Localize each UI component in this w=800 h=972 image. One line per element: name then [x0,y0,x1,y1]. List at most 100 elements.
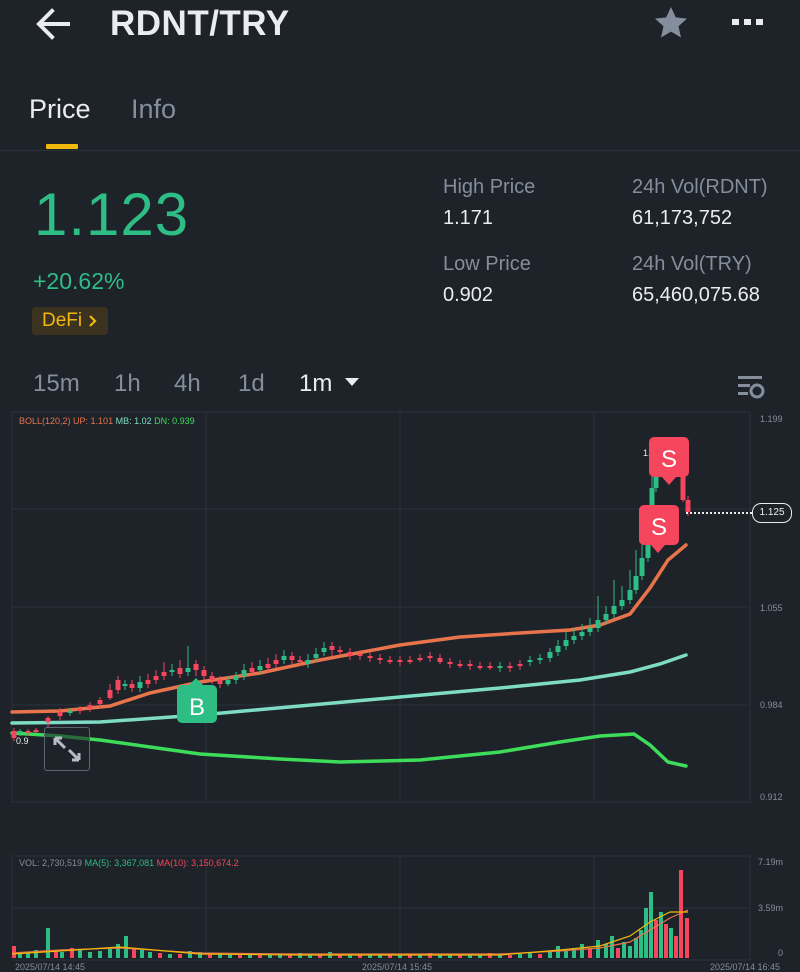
candle [297,660,303,662]
price-axis-label: 1.055 [760,603,783,613]
candle [417,658,423,660]
candle [603,614,609,620]
volume-bar [338,955,342,958]
price-axis-label: 0.912 [760,792,783,802]
candle [209,676,215,680]
candle [169,670,175,672]
volume-bars-group [12,870,689,958]
candle [25,731,31,733]
chart-settings-icon[interactable] [736,372,766,402]
candle [193,664,199,670]
time-axis-label: 2025/07/14 15:45 [362,962,433,972]
volume-bar [634,938,638,958]
last-price: 1.123 [34,181,190,248]
upper-band-line [10,543,688,714]
candle [337,650,343,652]
back-arrow-icon[interactable] [34,6,74,42]
interval-4h[interactable]: 4h [174,370,201,397]
volume-bar [116,944,120,958]
volume-bar [248,953,252,958]
candle [67,711,73,713]
candle [321,648,327,652]
volume-bar [54,950,58,958]
active-tab-indicator [46,144,78,149]
low-price-value: 0.902 [443,284,494,306]
candle [595,620,601,628]
price-axis-label: 0.984 [760,700,783,710]
interval-dropdown-caret-icon[interactable] [345,378,359,386]
buy-marker-label: B [189,694,205,721]
more-options-icon[interactable] [728,10,768,34]
volume-bar [596,940,600,958]
middle-band-line [10,653,688,725]
volume-bar [639,930,643,958]
candle [257,666,263,670]
price-axis-label: 1.199 [760,414,783,424]
expand-chart-button[interactable] [44,727,90,771]
category-tag-button[interactable]: DeFi [32,307,109,335]
candle [347,652,353,656]
candle [357,654,363,656]
tab-price[interactable]: Price [29,94,91,124]
candle [387,660,393,662]
volume-bar [278,954,282,958]
candle [633,576,639,590]
volume-ma5-line [11,911,688,956]
volume-bar [288,955,292,958]
volume-bar [228,954,232,958]
candle [225,680,231,684]
candle [137,682,143,688]
candle [241,670,247,676]
volume-bar [318,954,322,958]
candle [45,718,51,722]
volume-bar [604,944,608,958]
interval-1h[interactable]: 1h [114,370,141,397]
candle [249,668,255,672]
vol-quote-value: 65,460,075.68 [632,284,760,306]
volume-bar [674,936,678,958]
low-price-label: Low Price [443,253,531,275]
volume-bar [498,954,502,958]
candle [217,680,223,684]
candle [537,658,543,660]
volume-bar [34,950,38,958]
time-axis-label: 2025/07/14 14:45 [15,962,86,972]
boll-name: BOLL(120,2) [19,416,71,426]
volume-axis-label: 7.19m [758,857,784,867]
volume-bar [140,950,144,958]
boll-legend: BOLL(120,2) UP: 1.101 MB: 1.02 DN: 0.939 [19,416,195,426]
candle [161,672,167,676]
candle [680,470,686,500]
volume-bar [12,946,16,958]
price-chart[interactable]: 1.17 0.9 B S S [0,410,800,969]
candle [17,731,23,733]
sell-marker[interactable]: S [649,437,689,485]
tab-info[interactable]: Info [131,94,177,124]
volume-bar [78,950,82,958]
volume-bar [528,953,532,958]
candle [57,712,63,716]
volume-bar [46,928,50,958]
middle-band-group [10,653,688,725]
volume-bar [198,952,202,958]
volume-bar [649,892,653,958]
interval-1m[interactable]: 1m [299,370,333,397]
volume-bar [679,870,683,958]
favorite-star-icon[interactable] [652,4,690,42]
volume-bar [148,952,152,958]
expand-icon [53,736,81,762]
candle [579,632,585,636]
interval-1d[interactable]: 1d [238,370,265,397]
candle [185,668,191,672]
volume-bar [188,951,192,958]
chevron-right-icon [89,315,97,327]
volume-bar [388,955,392,958]
volume-bar [418,954,422,958]
volume-bar [358,955,362,958]
candle [11,731,17,738]
candle [129,684,135,688]
interval-15m[interactable]: 15m [33,370,80,397]
buy-marker[interactable]: B [177,678,217,723]
sell-marker[interactable]: S [639,505,679,553]
candle [547,652,553,658]
